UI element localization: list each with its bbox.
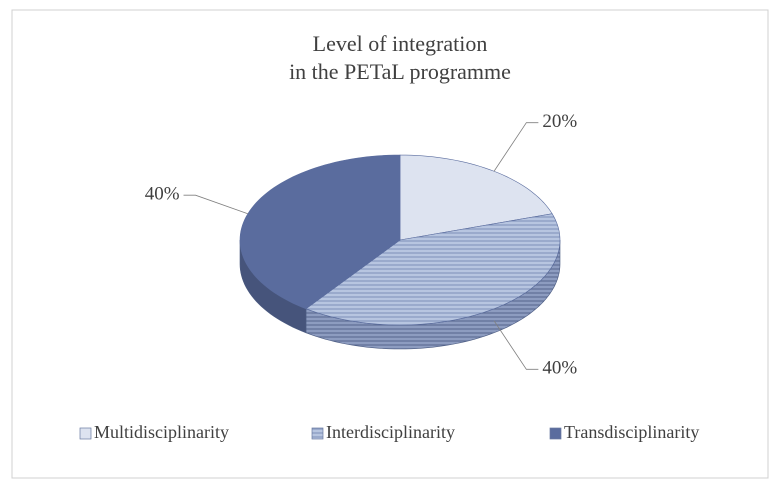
chart-title: Level of integration [313,31,488,56]
data-label: 40% [145,184,180,205]
legend-swatch [549,427,562,440]
pie-slice [305,213,561,326]
leader-line [493,122,539,172]
legend-label: Multidisciplinarity [94,422,229,442]
legend-swatch [311,427,324,440]
legend-swatch [79,427,92,440]
pie-slice [239,154,401,310]
leader-line [183,194,248,215]
data-label: 20% [542,111,577,132]
leader-line [493,320,539,370]
chart-title: in the PETaL programme [289,59,511,84]
legend-label: Interdisciplinarity [326,422,455,442]
pie-slice [399,154,553,241]
legend-label: Transdisciplinarity [564,422,699,442]
data-label: 40% [542,358,577,379]
